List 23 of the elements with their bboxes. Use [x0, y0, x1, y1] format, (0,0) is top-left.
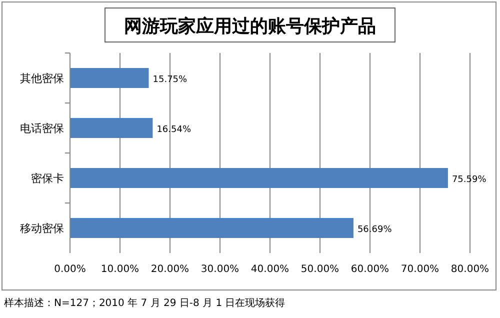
x-tick-label: 60.00% — [350, 264, 390, 275]
x-tick-label: 70.00% — [400, 264, 440, 275]
text: 样本描述：N=127；2010 年 7 月 29 日-8 月 1 日在现场获得 — [4, 297, 286, 309]
y-tick-label: 其他密保 — [20, 72, 64, 85]
x-tick-label: 40.00% — [250, 264, 290, 275]
bar — [70, 68, 149, 88]
data-label: 16.54% — [156, 125, 192, 135]
x-tick-label: 10.00% — [100, 264, 140, 275]
bar — [70, 168, 448, 188]
y-tick-label: 密保卡 — [31, 172, 64, 185]
x-tick-label: 80.00% — [450, 264, 490, 275]
x-tick-label: 20.00% — [150, 264, 190, 275]
bar — [70, 218, 354, 238]
data-label: 56.69% — [357, 225, 392, 235]
chart-title: 网游玩家应用过的账号保护产品 — [124, 16, 376, 37]
x-tick-label: 0.00% — [54, 264, 86, 275]
y-tick-label: 移动密保 — [20, 222, 64, 235]
bar — [70, 118, 153, 138]
x-tick-label: 50.00% — [300, 264, 340, 275]
x-tick-label: 30.00% — [200, 264, 240, 275]
data-label: 15.75% — [152, 75, 188, 85]
data-label: 75.59% — [452, 175, 487, 185]
y-tick-label: 电话密保 — [20, 122, 64, 135]
